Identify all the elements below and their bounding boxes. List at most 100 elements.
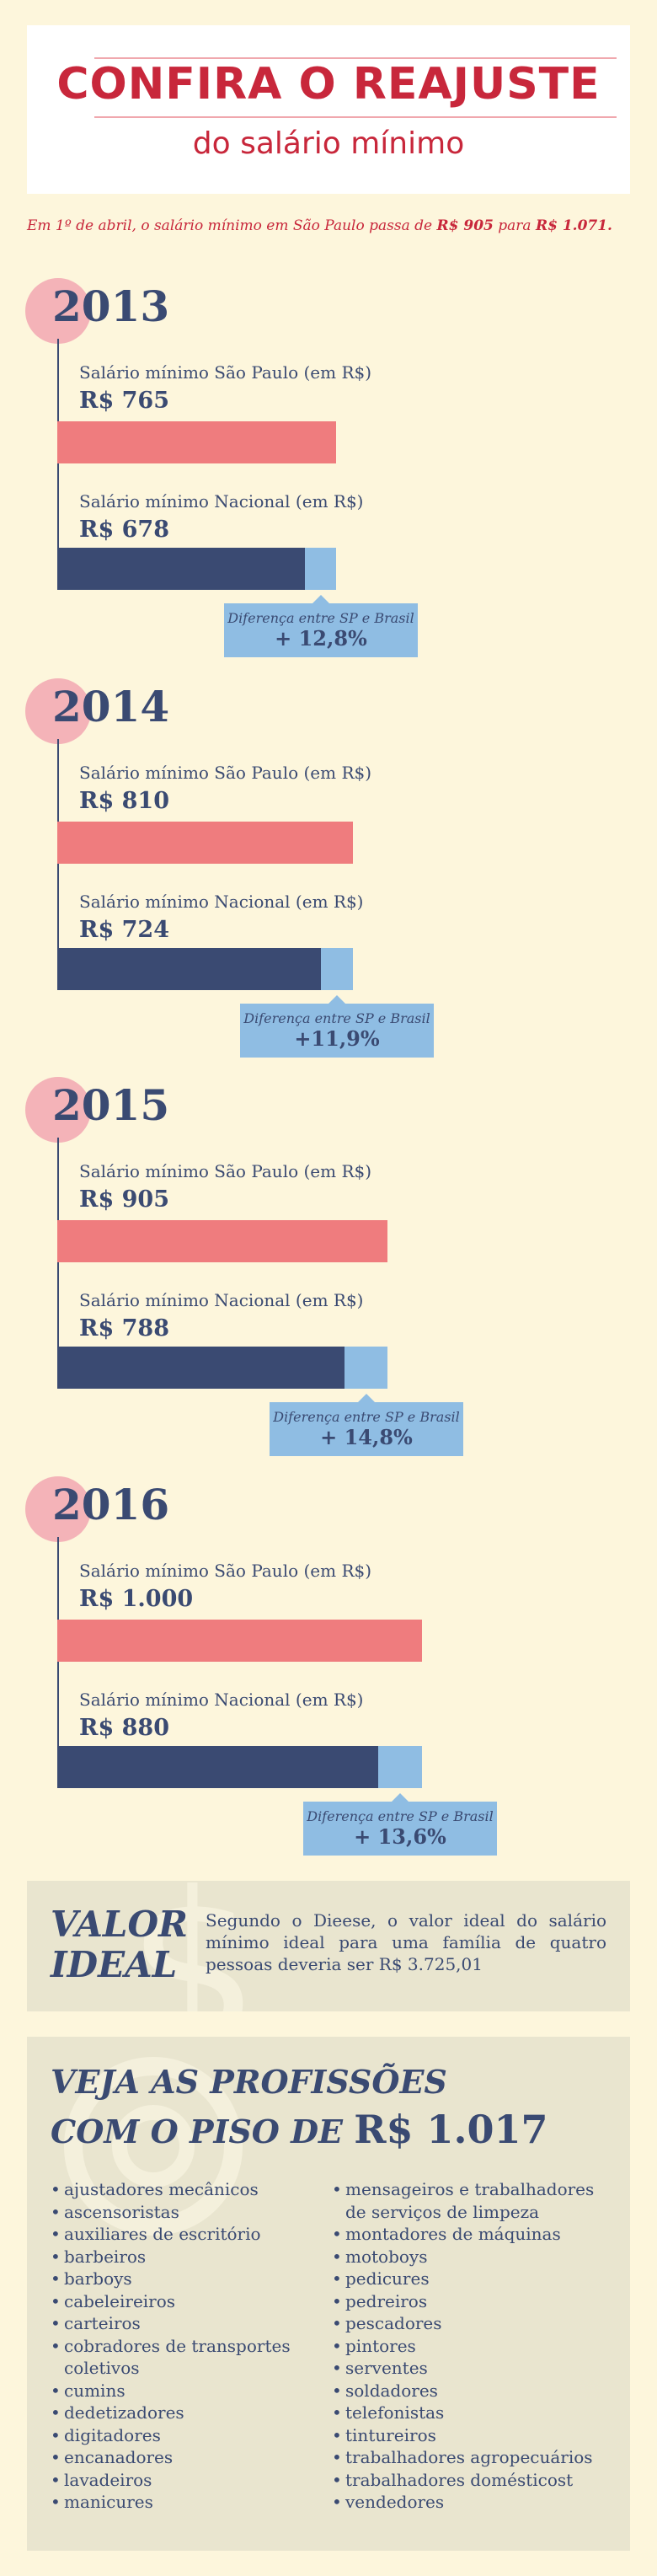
valor-ideal-title: VALOR IDEAL <box>51 1904 188 1985</box>
difference-callout-2014: Diferença entre SP e Brasil +11,9% <box>240 995 434 1058</box>
difference-value-2014: +11,9% <box>294 1026 380 1051</box>
sp-value-label-2013: R$ 765 <box>79 388 169 414</box>
br-bar-2015 <box>57 1347 345 1389</box>
valor-ideal-text: Segundo o Dieese, o valor ideal do salár… <box>206 1910 606 1974</box>
br-bar-2014 <box>57 948 321 990</box>
profession-item-left-11: encanadores <box>51 2446 320 2469</box>
profissoes-panel: VEJA AS PROFISSÕES COM O PISO DE R$ 1.01… <box>27 2037 630 2551</box>
difference-value-2013: + 12,8% <box>275 626 367 651</box>
difference-label-2013: Diferença entre SP e Brasil <box>227 610 414 626</box>
profession-item-right-9: telefonistas <box>332 2402 610 2424</box>
profession-item-right-7: serventes <box>332 2357 610 2380</box>
sp-bar-2013 <box>57 421 336 463</box>
intro-from-value: R$ 905 <box>436 217 494 234</box>
br-series-label-2016: Salário mínimo Nacional (em R$) <box>79 1690 364 1710</box>
sp-bar-2016 <box>57 1620 422 1662</box>
sp-series-label-2014: Salário mínimo São Paulo (em R$) <box>79 763 372 783</box>
profession-item-left-0: ajustadores mecânicos <box>51 2178 320 2201</box>
br-bar-2016 <box>57 1746 378 1788</box>
profissoes-title-line1: VEJA AS PROFISSÕES <box>51 2063 447 2101</box>
diff-bar-2013 <box>305 548 336 590</box>
profession-item-right-6: pintores <box>332 2335 610 2358</box>
profession-item-left-9: dedetizadores <box>51 2402 320 2424</box>
br-value-label-2014: R$ 724 <box>79 917 169 943</box>
valor-ideal-panel: $ VALOR IDEAL Segundo o Dieese, o valor … <box>27 1881 630 2011</box>
profissoes-title-value: R$ 1.017 <box>354 2107 548 2152</box>
br-value-label-2013: R$ 678 <box>79 517 169 543</box>
profession-item-right-1: montadores de máquinas <box>332 2223 610 2246</box>
difference-value-2015: + 14,8% <box>320 1425 413 1449</box>
br-series-label-2014: Salário mínimo Nacional (em R$) <box>79 892 364 912</box>
intro-before: Em 1º de abril, o salário mínimo em São … <box>27 217 437 234</box>
intro-text: Em 1º de abril, o salário mínimo em São … <box>27 217 650 234</box>
intro-middle: para <box>493 217 536 234</box>
difference-callout-2015: Diferença entre SP e Brasil + 14,8% <box>270 1394 463 1456</box>
year-label-2016: 2016 <box>52 1480 170 1529</box>
diff-bar-2014 <box>321 948 353 990</box>
difference-label-2014: Diferença entre SP e Brasil <box>243 1010 430 1026</box>
sp-bar-2014 <box>57 822 353 864</box>
diff-bar-2016 <box>378 1746 422 1788</box>
br-value-label-2016: R$ 880 <box>79 1715 169 1741</box>
profession-item-left-6: carteiros <box>51 2312 320 2335</box>
profession-item-left-4: barboys <box>51 2268 320 2290</box>
difference-label-2015: Diferença entre SP e Brasil <box>273 1409 460 1425</box>
year-label-2015: 2015 <box>52 1080 170 1130</box>
sp-series-label-2016: Salário mínimo São Paulo (em R$) <box>79 1561 372 1581</box>
br-series-label-2015: Salário mínimo Nacional (em R$) <box>79 1290 364 1310</box>
sp-value-label-2016: R$ 1.000 <box>79 1586 194 1612</box>
dollar-watermark-icon: $ <box>126 1881 261 2011</box>
profissoes-list-left: ajustadores mecânicosascensoristasauxili… <box>51 2178 320 2514</box>
profession-item-left-10: digitadores <box>51 2424 320 2447</box>
difference-callout-2013: Diferença entre SP e Brasil + 12,8% <box>224 595 418 657</box>
sp-series-label-2015: Salário mínimo São Paulo (em R$) <box>79 1161 372 1181</box>
year-circle-2015 <box>25 1077 91 1143</box>
br-series-label-2013: Salário mínimo Nacional (em R$) <box>79 491 364 511</box>
year-circle-2013 <box>25 278 91 344</box>
page-title: CONFIRA O REAJUSTE <box>56 59 601 110</box>
sp-value-label-2015: R$ 905 <box>79 1186 169 1213</box>
profession-item-right-8: soldadores <box>332 2380 610 2402</box>
br-value-label-2015: R$ 788 <box>79 1315 169 1342</box>
diff-bar-2015 <box>345 1347 387 1389</box>
difference-value-2016: + 13,6% <box>354 1824 446 1849</box>
profession-item-right-5: pescadores <box>332 2312 610 2335</box>
profession-item-left-12: lavadeiros <box>51 2469 320 2492</box>
year-label-2014: 2014 <box>52 682 170 731</box>
br-bar-2013 <box>57 548 305 590</box>
intro-to-value: R$ 1.071. <box>535 217 612 234</box>
profession-item-left-3: barbeiros <box>51 2246 320 2268</box>
profession-item-left-2: auxiliares de escritório <box>51 2223 320 2246</box>
sp-value-label-2014: R$ 810 <box>79 788 169 814</box>
profissoes-title-line2: COM O PISO DE R$ 1.017 <box>51 2106 548 2156</box>
year-circle-2016 <box>25 1476 91 1542</box>
header-rule-bottom <box>94 116 617 118</box>
profession-item-right-4: pedreiros <box>332 2290 610 2313</box>
sp-bar-2015 <box>57 1220 387 1262</box>
sp-series-label-2013: Salário mínimo São Paulo (em R$) <box>79 362 372 383</box>
profession-item-left-5: cabeleireiros <box>51 2290 320 2313</box>
profession-item-right-12: trabalhadores domésticost <box>332 2469 610 2492</box>
profession-item-right-3: pedicures <box>332 2268 610 2290</box>
profession-item-left-8: cumins <box>51 2380 320 2402</box>
profession-item-right-2: motoboys <box>332 2246 610 2268</box>
valor-ideal-title-line1: VALOR <box>51 1904 188 1945</box>
profissoes-title-prefix: COM O PISO DE <box>51 2113 355 2150</box>
profession-item-right-10: tintureiros <box>332 2424 610 2447</box>
valor-ideal-title-line2: IDEAL <box>51 1944 178 1985</box>
profession-item-left-13: manicures <box>51 2491 320 2514</box>
difference-label-2016: Diferença entre SP e Brasil <box>307 1808 494 1824</box>
header-card: CONFIRA O REAJUSTE do salário mínimo <box>27 25 630 194</box>
profession-item-right-0: mensageiros e trabalhadores de serviços … <box>332 2178 610 2223</box>
profession-item-right-11: trabalhadores agropecuários <box>332 2446 610 2469</box>
profissoes-title: VEJA AS PROFISSÕES COM O PISO DE R$ 1.01… <box>51 2059 548 2156</box>
profession-item-right-13: vendedores <box>332 2491 610 2514</box>
page-subtitle: do salário mínimo <box>192 126 465 161</box>
profession-item-left-7: cobradores de transportes coletivos <box>51 2335 320 2380</box>
profession-item-left-1: ascensoristas <box>51 2201 320 2224</box>
year-label-2013: 2013 <box>52 281 170 331</box>
difference-callout-2016: Diferença entre SP e Brasil + 13,6% <box>303 1793 497 1856</box>
profissoes-list-right: mensageiros e trabalhadores de serviços … <box>332 2178 610 2514</box>
header-rule-top <box>94 57 617 59</box>
year-circle-2014 <box>25 678 91 744</box>
